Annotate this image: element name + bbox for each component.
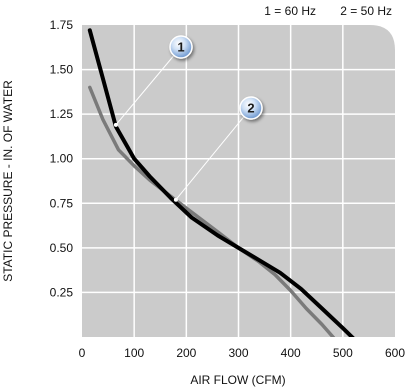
- legend-entry-60hz: 1 = 60 Hz: [264, 4, 316, 18]
- annotation-bubble-2: [239, 96, 263, 120]
- annotation-layer: 12: [113, 35, 263, 202]
- leader-line-2: [175, 107, 252, 201]
- y-tick-label: 1.50: [50, 63, 74, 77]
- y-tick-label: 0.75: [50, 196, 74, 210]
- y-tick-label: 0.25: [50, 285, 74, 299]
- x-tick-label: 400: [281, 346, 301, 360]
- x-tick-label: 500: [333, 346, 353, 360]
- y-tick-labels: 0.25 0.50 0.75 1.00 1.25 1.50 1.75: [50, 18, 74, 299]
- y-tick-label: 0.50: [50, 241, 74, 255]
- series-line-2: [88, 85, 336, 337]
- series-line-1: [87, 28, 355, 337]
- annotation-label-2: 2: [247, 101, 254, 116]
- x-tick-label: 100: [124, 346, 144, 360]
- annotation-label-1: 1: [177, 40, 184, 55]
- x-tick-label: 200: [176, 346, 196, 360]
- y-axis-label: STATIC PRESSURE - IN. OF WATER: [1, 80, 15, 282]
- y-tick-label: 1.75: [50, 18, 74, 32]
- leader-target-dot-1: [113, 122, 118, 127]
- y-tick-label: 1.25: [50, 107, 74, 121]
- legend-entry-50hz: 2 = 50 Hz: [340, 4, 392, 18]
- x-tick-label: 0: [79, 346, 86, 360]
- annotation-bubble-1: [169, 35, 193, 59]
- x-tick-labels: 0 100 200 300 400 500 600: [79, 346, 406, 360]
- leader-target-dot-2: [173, 197, 178, 202]
- x-axis-label: AIR FLOW (CFM): [190, 373, 285, 387]
- series-layer: [87, 28, 355, 337]
- y-tick-label: 1.00: [50, 152, 74, 166]
- x-tick-label: 300: [228, 346, 248, 360]
- leader-line-1: [115, 46, 182, 126]
- x-tick-label: 600: [385, 346, 405, 360]
